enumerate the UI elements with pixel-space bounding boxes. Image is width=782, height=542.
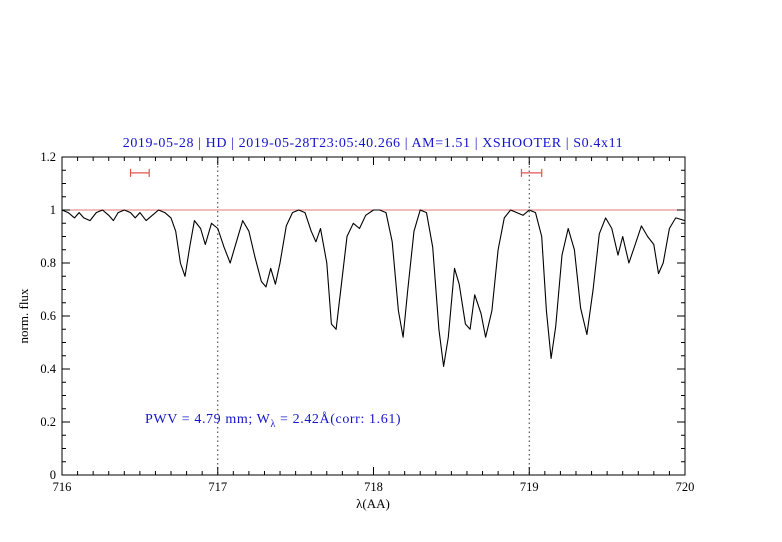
y-tick-label: 0.6 (40, 309, 56, 323)
pwv-annotation: PWV = 4.79 mm; Wλ = 2.42Å(corr: 1.61) (145, 412, 401, 430)
y-axis-label: norm. flux (16, 288, 31, 344)
y-tick-label: 1 (50, 203, 56, 217)
x-tick-label: 719 (520, 480, 539, 494)
x-tick-label: 717 (208, 480, 227, 494)
y-tick-label: 0.4 (40, 362, 56, 376)
plot-title: 2019-05-28 | HD | 2019-05-28T23:05:40.26… (122, 136, 624, 151)
y-tick-label: 1.2 (40, 150, 56, 164)
pwv-annotation-prefix: PWV = 4.79 mm; W (145, 412, 271, 428)
pwv-annotation-subscript: λ (270, 418, 276, 430)
y-tick-label: 0.8 (40, 256, 56, 270)
axis-ticks (61, 156, 686, 476)
x-tick-label: 720 (676, 480, 695, 494)
x-axis-label: λ(AA) (356, 496, 390, 511)
range-marker (129, 168, 150, 177)
pwv-annotation-suffix: = 2.42Å(corr: 1.61) (275, 412, 402, 428)
x-tick-label: 716 (53, 480, 72, 494)
y-tick-label: 0.2 (40, 415, 56, 429)
x-tick-label: 718 (364, 480, 383, 494)
tick-labels: 716 717 718 719 720 0 0.2 0.4 0.6 0.8 1 1.2 (40, 150, 694, 494)
range-marker (520, 168, 543, 177)
spectrum-line (61, 209, 686, 367)
y-tick-label: 0 (50, 468, 56, 482)
